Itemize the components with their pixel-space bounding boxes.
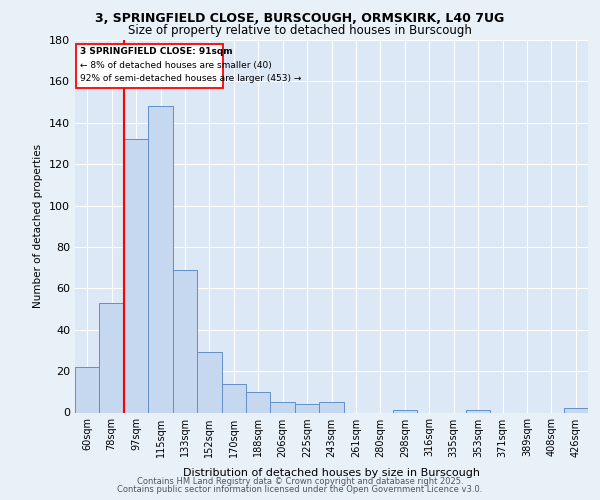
Bar <box>271 402 295 412</box>
Bar <box>124 140 148 412</box>
Bar <box>295 404 319 412</box>
Bar <box>100 303 124 412</box>
Text: Contains public sector information licensed under the Open Government Licence v3: Contains public sector information licen… <box>118 485 482 494</box>
Bar <box>173 270 197 412</box>
Text: ← 8% of detached houses are smaller (40): ← 8% of detached houses are smaller (40) <box>80 60 272 70</box>
Y-axis label: Number of detached properties: Number of detached properties <box>34 144 43 308</box>
Bar <box>148 106 173 412</box>
Text: Contains HM Land Registry data © Crown copyright and database right 2025.: Contains HM Land Registry data © Crown c… <box>137 477 463 486</box>
Text: 92% of semi-detached houses are larger (453) →: 92% of semi-detached houses are larger (… <box>80 74 301 83</box>
Bar <box>246 392 271 412</box>
X-axis label: Distribution of detached houses by size in Burscough: Distribution of detached houses by size … <box>183 468 480 478</box>
Bar <box>76 44 223 88</box>
Bar <box>197 352 221 412</box>
Text: Size of property relative to detached houses in Burscough: Size of property relative to detached ho… <box>128 24 472 37</box>
Text: 3, SPRINGFIELD CLOSE, BURSCOUGH, ORMSKIRK, L40 7UG: 3, SPRINGFIELD CLOSE, BURSCOUGH, ORMSKIR… <box>95 12 505 26</box>
Bar <box>75 367 100 412</box>
Bar <box>466 410 490 412</box>
Text: 3 SPRINGFIELD CLOSE: 91sqm: 3 SPRINGFIELD CLOSE: 91sqm <box>80 47 233 56</box>
Bar <box>563 408 588 412</box>
Bar <box>392 410 417 412</box>
Bar <box>319 402 344 412</box>
Bar <box>221 384 246 412</box>
